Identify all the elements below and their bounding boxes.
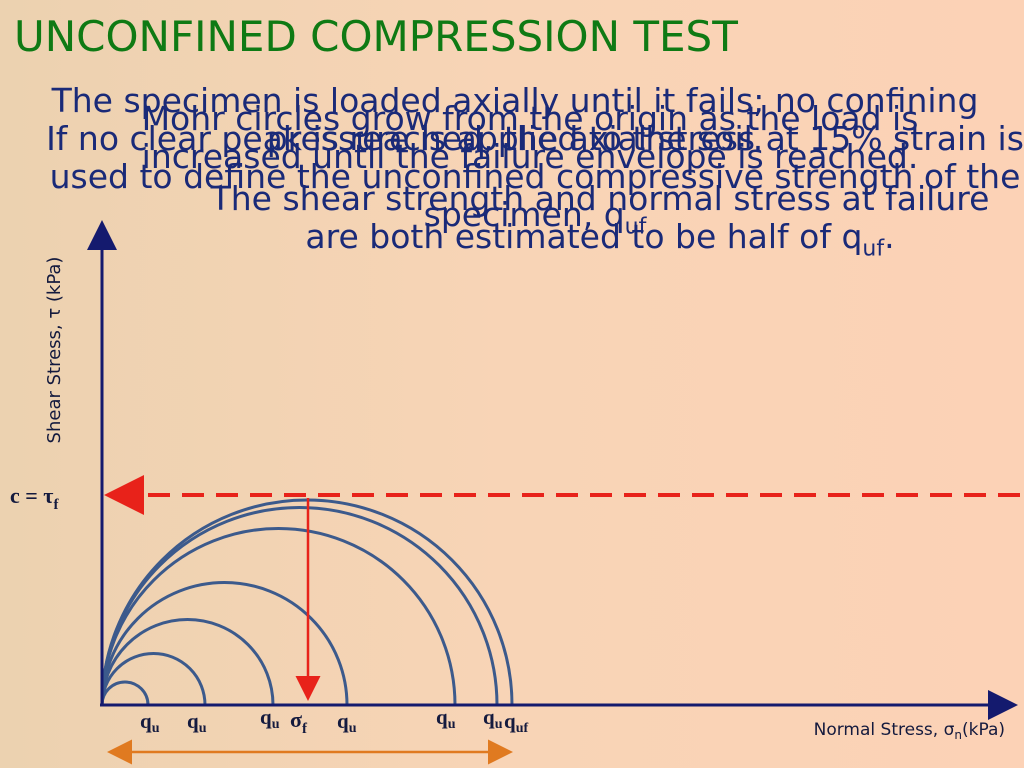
text: q <box>337 709 349 733</box>
sub: f <box>302 721 308 737</box>
y-axis-label: Shear Stress, τ (kPa) <box>44 257 65 444</box>
cohesion-label: c = τf <box>10 483 59 513</box>
text: . <box>884 217 895 256</box>
text: Normal Stress, σ <box>814 720 955 740</box>
sub: uf <box>862 236 885 262</box>
sub: u <box>495 717 503 732</box>
paragraph: Mohr circles grow from the origin as the… <box>60 100 1000 176</box>
text: q <box>260 705 272 729</box>
text: q <box>436 705 448 729</box>
x-axis-label: Normal Stress, σn(kPa) <box>814 720 1005 742</box>
x-label: qu <box>436 705 456 732</box>
sub: u <box>272 717 280 732</box>
text: (kPa) <box>962 720 1005 740</box>
x-label: qu <box>260 705 280 732</box>
sub: u <box>448 717 456 732</box>
text: Mohr circles grow from the origin as the… <box>141 99 919 176</box>
sub: u <box>152 721 160 736</box>
x-label: qu <box>483 705 503 732</box>
sub: uf <box>624 214 647 240</box>
x-label: quf <box>504 709 528 736</box>
text: The specimen is loaded axially until it … <box>51 81 979 158</box>
text: q <box>483 705 495 729</box>
paragraph: The specimen is loaded axially until it … <box>20 82 1010 158</box>
paragraph: If no clear peak is reached, the axial s… <box>40 120 1024 247</box>
text: c = τ <box>10 483 53 508</box>
text: q <box>187 709 199 733</box>
sub: n <box>954 728 962 742</box>
sub: f <box>53 497 59 513</box>
sub: u <box>199 721 207 736</box>
text: The shear strength and normal stress at … <box>210 179 990 256</box>
text: σ <box>290 707 302 732</box>
x-label: qu <box>187 709 207 736</box>
x-label: qu <box>337 709 357 736</box>
text: q <box>504 709 516 733</box>
text: If no clear peak is reached, the axial s… <box>46 119 1024 234</box>
sub: u <box>349 721 357 736</box>
title: UNCONFINED COMPRESSION TEST <box>14 12 738 61</box>
sigma-label: σf <box>290 707 308 737</box>
sub: uf <box>516 721 529 736</box>
x-label: qu <box>140 709 160 736</box>
text: q <box>140 709 152 733</box>
x-labels: qu qu qu qu qu qu quf <box>140 705 528 736</box>
paragraph: The shear strength and normal stress at … <box>200 180 1000 269</box>
